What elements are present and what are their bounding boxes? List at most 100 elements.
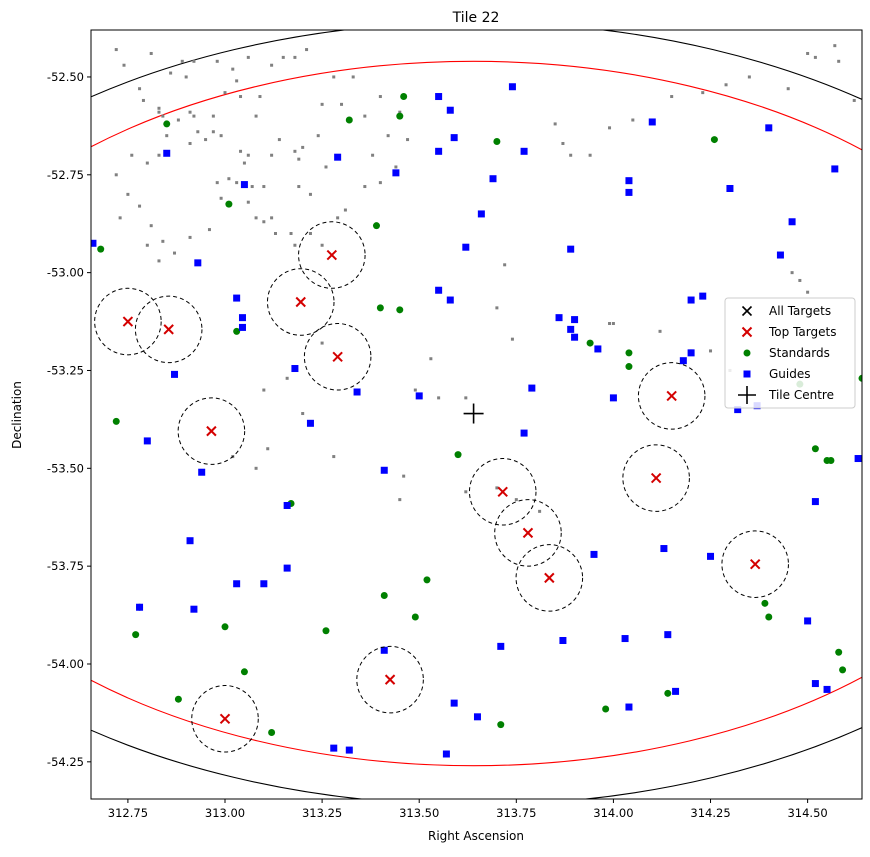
all-target-point xyxy=(316,134,320,138)
standard-point xyxy=(97,245,105,253)
guide-point xyxy=(520,147,528,155)
legend-box xyxy=(724,297,856,409)
guide-point xyxy=(625,188,633,196)
all-target-point xyxy=(293,55,297,59)
all-target-point xyxy=(188,141,192,145)
top-target-point xyxy=(497,486,508,497)
all-target-point xyxy=(351,75,355,79)
all-target-point xyxy=(806,51,810,55)
all-target-point xyxy=(211,130,215,134)
legend-label: Top Targets xyxy=(768,325,836,339)
guides-series xyxy=(91,83,862,758)
chart-title: Tile 22 xyxy=(452,10,500,26)
top-target-circle xyxy=(622,444,690,512)
y-tick-label: -54.25 xyxy=(47,755,84,769)
all-target-point xyxy=(266,447,270,451)
standard-point xyxy=(221,623,229,631)
guide-point xyxy=(238,323,246,331)
guide-point xyxy=(415,392,423,400)
all-target-point xyxy=(246,153,250,157)
guide-point xyxy=(163,149,171,157)
standard-point xyxy=(233,327,241,335)
top-target-point xyxy=(544,572,555,584)
guide-point xyxy=(571,333,579,341)
guide-point xyxy=(473,713,481,721)
top-target-point xyxy=(163,324,174,335)
guide-point xyxy=(260,580,268,588)
standard-point xyxy=(411,613,419,621)
x-tick-label: 313.00 xyxy=(205,806,245,820)
all-target-point xyxy=(413,388,417,392)
y-tick-label: -52.75 xyxy=(47,168,84,182)
all-target-point xyxy=(126,192,130,196)
guide-point xyxy=(625,177,633,185)
guide-point xyxy=(699,292,707,300)
all-target-point xyxy=(231,67,235,71)
guide-point xyxy=(679,357,687,365)
all-target-point xyxy=(305,48,309,52)
guide-point xyxy=(590,550,598,558)
top-target-point xyxy=(206,425,217,437)
all-target-point xyxy=(798,278,802,282)
all-target-point xyxy=(211,114,215,118)
standard-point xyxy=(163,120,171,128)
all-target-point xyxy=(122,63,126,67)
top-target-point xyxy=(122,316,134,327)
legend-marker xyxy=(741,305,753,317)
legend-item: Top Targets xyxy=(741,325,836,339)
legend-label: All Targets xyxy=(769,304,831,318)
guide-point xyxy=(520,429,528,437)
all-target-point xyxy=(169,71,173,75)
guide-point xyxy=(765,124,773,132)
x-tick-label: 314.00 xyxy=(593,806,633,820)
all-target-point xyxy=(608,126,612,130)
standard-point xyxy=(761,599,769,607)
all-target-point xyxy=(219,196,223,200)
all-target-point xyxy=(464,396,468,400)
all-target-point xyxy=(658,329,662,333)
standard-point xyxy=(423,576,431,584)
legend-item: Standards xyxy=(743,346,830,360)
all-target-point xyxy=(371,153,375,157)
x-tick-label: 312.75 xyxy=(108,806,148,820)
top-target-circle xyxy=(94,287,162,356)
all-target-point xyxy=(270,153,274,157)
all-target-point xyxy=(402,474,406,478)
all-target-point xyxy=(242,161,246,165)
standard-point xyxy=(625,363,633,371)
standard-point xyxy=(396,306,404,314)
all-target-point xyxy=(611,322,615,326)
all-target-point xyxy=(464,490,468,494)
all-target-point xyxy=(363,185,367,189)
legend-marker xyxy=(743,349,751,357)
all-target-point xyxy=(180,59,184,63)
all-target-point xyxy=(157,106,161,110)
guide-point xyxy=(240,181,248,189)
top-target-circle xyxy=(303,323,372,391)
all-target-point xyxy=(813,55,817,59)
top-target-circle xyxy=(468,458,537,526)
guide-point xyxy=(233,294,241,302)
guide-point xyxy=(788,218,796,226)
standard-point xyxy=(322,627,330,635)
all-target-point xyxy=(510,337,514,341)
standard-point xyxy=(396,112,404,120)
guide-point xyxy=(442,750,450,758)
all-target-point xyxy=(406,138,410,142)
all-target-point xyxy=(724,83,728,87)
all-target-point xyxy=(806,290,810,294)
all-target-point xyxy=(608,322,612,326)
top-target-point xyxy=(219,713,231,724)
guide-point xyxy=(306,419,314,427)
all-target-point xyxy=(165,134,169,138)
x-tick-label: 313.75 xyxy=(496,806,536,820)
all-target-point xyxy=(157,259,161,263)
top-target-circle xyxy=(266,268,335,336)
all-target-point xyxy=(184,75,188,79)
x-tick-label: 313.50 xyxy=(399,806,439,820)
all-target-point xyxy=(130,153,134,157)
all-target-point xyxy=(289,232,293,236)
standard-point xyxy=(225,200,233,208)
standard-point xyxy=(345,116,353,124)
guide-point xyxy=(380,646,388,654)
